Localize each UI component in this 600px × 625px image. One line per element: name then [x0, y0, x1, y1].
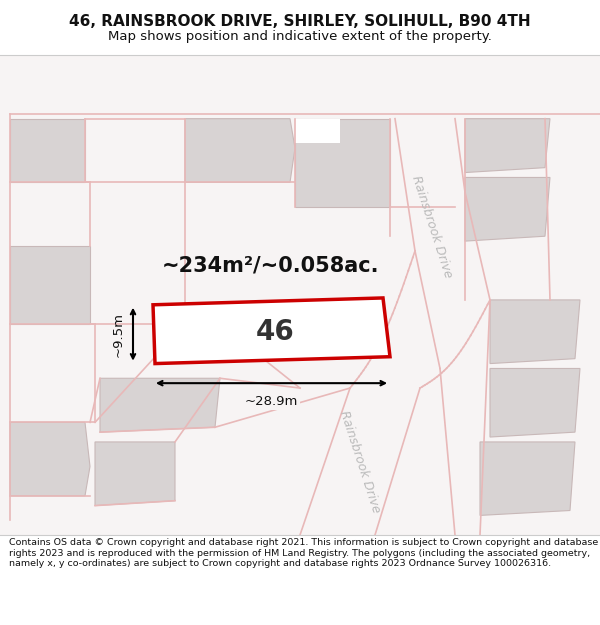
- Text: ~234m²/~0.058ac.: ~234m²/~0.058ac.: [161, 256, 379, 276]
- Polygon shape: [465, 177, 550, 241]
- Polygon shape: [0, 55, 600, 535]
- Polygon shape: [100, 378, 220, 432]
- Text: ~9.5m: ~9.5m: [112, 312, 125, 357]
- Polygon shape: [480, 442, 575, 516]
- Polygon shape: [153, 298, 390, 364]
- Text: 46, RAINSBROOK DRIVE, SHIRLEY, SOLIHULL, B90 4TH: 46, RAINSBROOK DRIVE, SHIRLEY, SOLIHULL,…: [69, 14, 531, 29]
- Polygon shape: [295, 119, 340, 143]
- Polygon shape: [490, 369, 580, 437]
- Text: Contains OS data © Crown copyright and database right 2021. This information is : Contains OS data © Crown copyright and d…: [9, 538, 598, 568]
- Polygon shape: [185, 119, 295, 182]
- Polygon shape: [95, 442, 175, 506]
- Text: Rainsbrook Drive: Rainsbrook Drive: [409, 174, 455, 279]
- Polygon shape: [10, 246, 90, 324]
- Polygon shape: [10, 119, 85, 182]
- Text: Map shows position and indicative extent of the property.: Map shows position and indicative extent…: [108, 30, 492, 43]
- Text: Rainsbrook Drive: Rainsbrook Drive: [337, 409, 383, 514]
- Text: 46: 46: [256, 318, 295, 346]
- Polygon shape: [10, 422, 90, 496]
- Text: ~28.9m: ~28.9m: [245, 395, 298, 408]
- Polygon shape: [490, 300, 580, 364]
- Polygon shape: [295, 119, 390, 207]
- Polygon shape: [465, 119, 550, 172]
